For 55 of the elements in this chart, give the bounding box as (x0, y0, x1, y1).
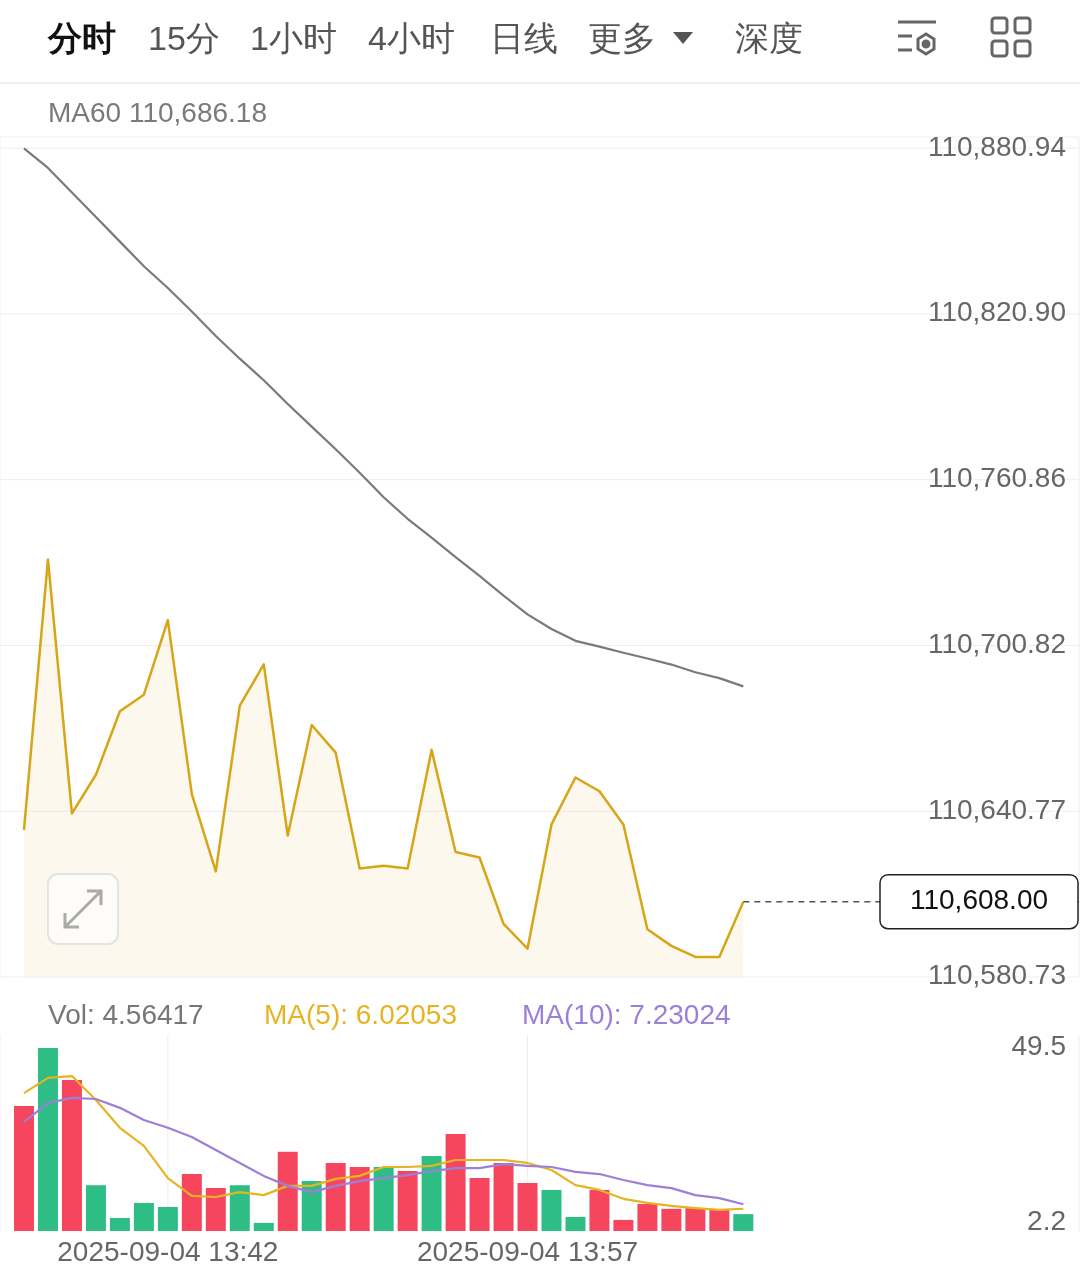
bar (325, 1162, 346, 1231)
line-series (22, 1096, 745, 1206)
bar (517, 1182, 538, 1231)
bar (661, 1208, 682, 1231)
bar (229, 1185, 250, 1231)
y-tick-label: 110,640.77 (927, 793, 1066, 825)
ref-line-label: 110,608.00 (909, 884, 1049, 916)
bar (205, 1188, 226, 1231)
text: 日线 (490, 18, 558, 59)
y-tick-label: 110,760.86 (927, 462, 1066, 494)
bar (685, 1208, 706, 1231)
bar (61, 1080, 82, 1231)
bar (181, 1174, 202, 1231)
y-tick-label: 2.2 (1027, 1205, 1066, 1237)
text: 4小时 (368, 18, 455, 59)
bar (109, 1218, 130, 1231)
line-series (22, 1074, 745, 1212)
y-tick-label: 110,580.73 (927, 959, 1066, 991)
bar (733, 1214, 754, 1231)
x-tick-label: 2025-09-04 13:57 (416, 1236, 639, 1267)
text: 更多 (588, 18, 656, 59)
bar (397, 1171, 418, 1231)
bar (373, 1167, 394, 1231)
series-label: MA60 110,686.18 (48, 96, 267, 130)
bar (565, 1216, 586, 1231)
bar (85, 1185, 106, 1231)
text: 15分 (148, 18, 220, 59)
bar (493, 1162, 514, 1231)
text: 分时 (48, 18, 116, 59)
series-label: Vol: 4.56417 (48, 998, 204, 1032)
y-tick-label: 110,880.94 (927, 130, 1066, 162)
bar (589, 1189, 610, 1231)
bar (637, 1204, 658, 1231)
bar (421, 1155, 442, 1231)
bar (469, 1178, 490, 1231)
line-series (22, 147, 745, 688)
bar (613, 1219, 634, 1231)
y-tick-label: 110,700.82 (927, 627, 1066, 659)
bar (37, 1047, 58, 1231)
text: 1小时 (250, 18, 337, 59)
text: MA(10): 7.23024 (522, 998, 731, 1032)
text: 深度 (735, 18, 803, 59)
bar (253, 1222, 274, 1231)
text: MA(5): 6.02053 (264, 998, 457, 1032)
bar (349, 1167, 370, 1231)
bar (709, 1209, 730, 1231)
bar (277, 1151, 298, 1231)
y-tick-label: 110,820.90 (927, 296, 1066, 328)
bar (445, 1134, 466, 1231)
y-tick-label: 49.5 (1011, 1030, 1066, 1062)
bar (133, 1202, 154, 1231)
bar (541, 1189, 562, 1231)
bar (13, 1106, 34, 1231)
bar (157, 1206, 178, 1231)
x-tick-label: 2025-09-04 13:42 (57, 1236, 279, 1267)
